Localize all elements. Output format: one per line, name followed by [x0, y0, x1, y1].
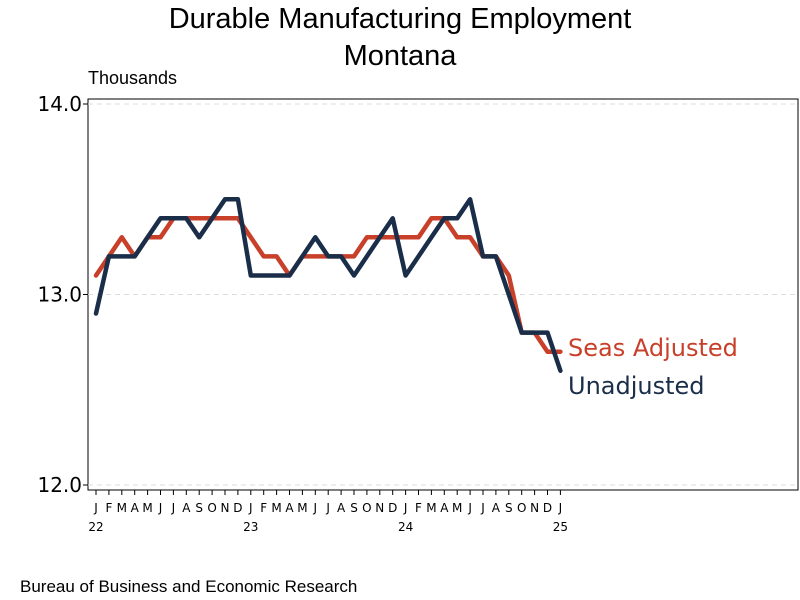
x-month-label: M: [297, 501, 307, 515]
x-month-label: A: [337, 501, 346, 515]
x-month-label: J: [467, 501, 472, 515]
x-year-label: 22: [88, 520, 103, 534]
x-month-label: J: [403, 501, 408, 515]
x-month-label: O: [517, 501, 526, 515]
x-month-label: J: [313, 501, 318, 515]
source-footer: Bureau of Business and Economic Research: [20, 577, 358, 596]
x-month-label: J: [171, 501, 176, 515]
x-month-label: J: [558, 501, 563, 515]
series-line-unadjusted: [93, 197, 563, 373]
x-month-label: A: [285, 501, 294, 515]
chart-subtitle: Montana: [343, 40, 457, 72]
x-month-label: A: [492, 501, 501, 515]
x-month-label: M: [142, 501, 152, 515]
x-month-label: A: [131, 501, 140, 515]
x-month-label: F: [415, 501, 422, 515]
x-month-label: J: [248, 501, 253, 515]
x-month-label: O: [207, 501, 216, 515]
x-month-label: N: [221, 501, 230, 515]
x-month-label: S: [350, 501, 358, 515]
chart-title: Durable Manufacturing Employment: [168, 3, 632, 35]
x-month-label: M: [452, 501, 462, 515]
series-label-unadjusted: Unadjusted: [568, 372, 705, 400]
x-month-label: D: [233, 501, 242, 515]
x-month-label: M: [271, 501, 281, 515]
y-tick-label: 14.0: [37, 92, 82, 116]
x-month-label: A: [440, 501, 449, 515]
x-month-label: A: [182, 501, 191, 515]
y-axis-label: Thousands: [88, 68, 178, 88]
x-month-label: J: [93, 501, 98, 515]
x-month-label: D: [388, 501, 397, 515]
x-month-label: N: [375, 501, 384, 515]
series-label-seas-adjusted: Seas Adjusted: [568, 334, 738, 362]
x-month-label: S: [195, 501, 203, 515]
x-month-label: N: [530, 501, 539, 515]
x-month-label: D: [543, 501, 552, 515]
series-line-seas-adjusted: [93, 216, 563, 354]
x-month-label: J: [158, 501, 163, 515]
y-tick-label: 12.0: [37, 473, 82, 497]
x-month-label: F: [105, 501, 112, 515]
x-month-label: M: [117, 501, 127, 515]
x-year-label: 24: [398, 520, 413, 534]
x-month-label: J: [325, 501, 330, 515]
x-month-label: M: [426, 501, 436, 515]
x-month-label: F: [260, 501, 267, 515]
x-year-label: 25: [553, 520, 568, 534]
x-month-label: O: [362, 501, 371, 515]
y-tick-label: 13.0: [37, 283, 82, 307]
x-month-label: J: [480, 501, 485, 515]
x-year-label: 23: [243, 520, 258, 534]
x-month-label: S: [505, 501, 513, 515]
